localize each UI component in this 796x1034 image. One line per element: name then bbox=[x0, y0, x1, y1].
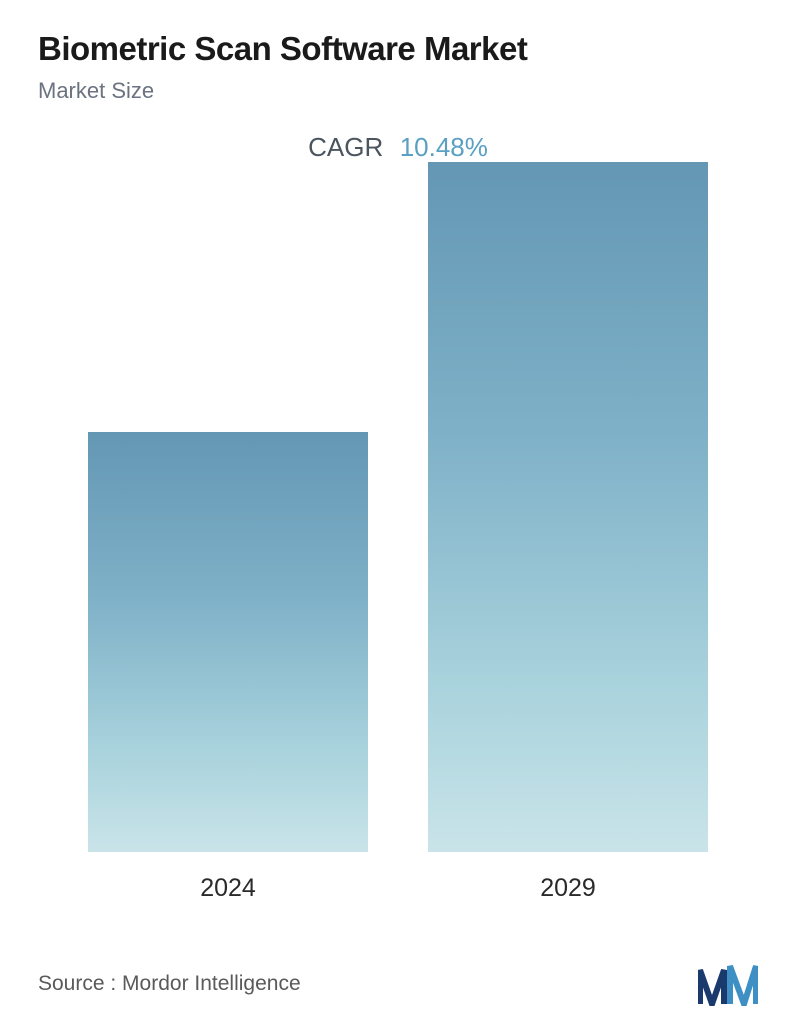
chart-title: Biometric Scan Software Market bbox=[38, 30, 758, 68]
bar-2024 bbox=[88, 432, 368, 852]
logo-icon bbox=[698, 962, 758, 1006]
bar-2029 bbox=[428, 162, 708, 852]
source-text: Source : Mordor Intelligence bbox=[38, 972, 301, 996]
bar-group-2029: 2029 bbox=[428, 162, 708, 903]
bar-chart: 2024 2029 bbox=[38, 183, 758, 903]
chart-footer: Source : Mordor Intelligence bbox=[38, 962, 758, 1006]
chart-subtitle: Market Size bbox=[38, 78, 758, 104]
bar-group-2024: 2024 bbox=[88, 432, 368, 903]
cagr-label: CAGR bbox=[308, 132, 383, 162]
bar-label-2029: 2029 bbox=[540, 874, 596, 903]
cagr-row: CAGR 10.48% bbox=[38, 132, 758, 163]
cagr-value: 10.48% bbox=[400, 132, 488, 162]
bar-label-2024: 2024 bbox=[200, 874, 256, 903]
